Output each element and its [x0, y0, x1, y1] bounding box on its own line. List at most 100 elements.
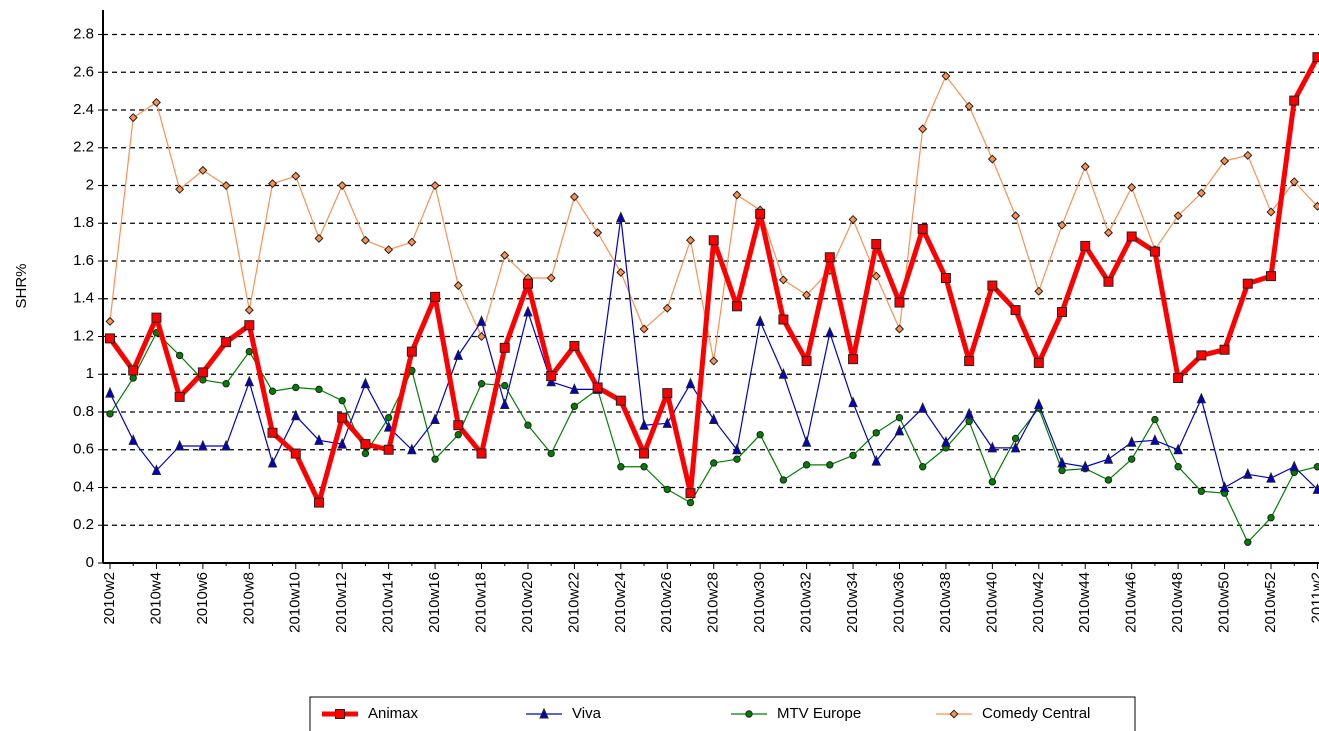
marker [267, 427, 278, 438]
marker [539, 707, 549, 719]
marker [1126, 435, 1137, 447]
marker [616, 267, 626, 277]
marker [569, 340, 580, 351]
marker [940, 273, 951, 284]
series [105, 71, 1319, 366]
x-tick-label: 2010w12 [333, 572, 350, 633]
marker [987, 154, 997, 164]
y-tick-label: 0.8 [73, 403, 94, 420]
marker [1312, 201, 1319, 211]
marker [615, 395, 626, 406]
marker [384, 413, 393, 422]
y-tick-label: 2.6 [73, 63, 94, 80]
marker [430, 181, 440, 191]
marker [314, 233, 324, 243]
marker [987, 441, 998, 453]
marker [640, 463, 648, 471]
legend-box [309, 696, 1136, 731]
marker [335, 709, 345, 719]
x-tick-label: 2010w50 [1216, 572, 1233, 633]
marker [1266, 207, 1276, 217]
series [105, 211, 1319, 494]
marker [949, 709, 959, 719]
marker [917, 402, 928, 413]
marker [685, 488, 696, 499]
y-tick-label: 0 [86, 554, 94, 571]
marker [1011, 211, 1021, 221]
marker [1127, 455, 1136, 463]
x-tick-label: 2010w46 [1123, 572, 1140, 633]
marker [1196, 350, 1207, 361]
marker [616, 211, 626, 223]
x-tick-label: 2010w42 [1030, 572, 1047, 633]
marker [964, 407, 974, 419]
marker [894, 424, 905, 436]
legend-label: MTV Europe [777, 705, 861, 722]
marker [337, 181, 347, 191]
marker [1103, 452, 1114, 464]
marker [826, 461, 834, 469]
marker [499, 398, 510, 409]
x-tick-label: 2010w30 [751, 572, 768, 633]
marker [198, 165, 208, 175]
marker [871, 271, 881, 281]
marker [662, 417, 673, 428]
series-line [109, 75, 1318, 362]
x-tick-label: 2010w48 [1169, 572, 1186, 633]
marker [1034, 286, 1044, 296]
marker [128, 434, 138, 445]
marker [546, 371, 557, 382]
marker [290, 409, 301, 421]
marker [500, 250, 510, 260]
marker [779, 476, 788, 484]
marker [175, 351, 184, 360]
marker [151, 464, 162, 476]
marker [430, 413, 440, 425]
y-tick-label: 2.4 [73, 101, 94, 118]
marker [1057, 220, 1067, 230]
marker [1289, 95, 1300, 106]
marker [314, 434, 324, 445]
marker [431, 455, 439, 463]
marker [501, 381, 509, 390]
marker [477, 332, 487, 342]
marker [801, 435, 812, 447]
marker [825, 326, 835, 338]
marker [244, 305, 254, 315]
x-tick-label: 2010w24 [612, 572, 629, 633]
marker [476, 448, 487, 459]
marker [569, 383, 580, 394]
marker [1244, 538, 1252, 546]
marker [105, 316, 115, 326]
marker [1011, 434, 1020, 443]
x-tick-label: 2010w22 [565, 572, 582, 633]
x-tick-label: 2010w16 [426, 572, 443, 633]
marker [407, 443, 417, 455]
marker [174, 439, 185, 451]
marker [756, 430, 764, 439]
marker [802, 461, 811, 469]
marker [1289, 460, 1299, 472]
marker [315, 385, 323, 394]
marker [872, 429, 880, 437]
marker [268, 179, 278, 189]
x-tick-label: 2010w44 [1076, 572, 1093, 633]
marker [710, 459, 718, 467]
marker [895, 413, 904, 422]
x-tick-label: 2010w14 [380, 572, 397, 633]
marker [1173, 443, 1183, 455]
marker [1313, 463, 1319, 471]
marker [1197, 487, 1206, 495]
marker [547, 449, 555, 458]
x-tick-label: 2010w36 [890, 572, 907, 633]
marker [1057, 456, 1067, 468]
marker [639, 448, 650, 459]
marker [1151, 415, 1159, 424]
marker [361, 449, 370, 458]
x-tick-label: 2010w34 [844, 572, 861, 633]
marker [778, 275, 788, 285]
marker [1243, 468, 1253, 479]
marker [406, 346, 417, 357]
marker [1103, 276, 1114, 287]
